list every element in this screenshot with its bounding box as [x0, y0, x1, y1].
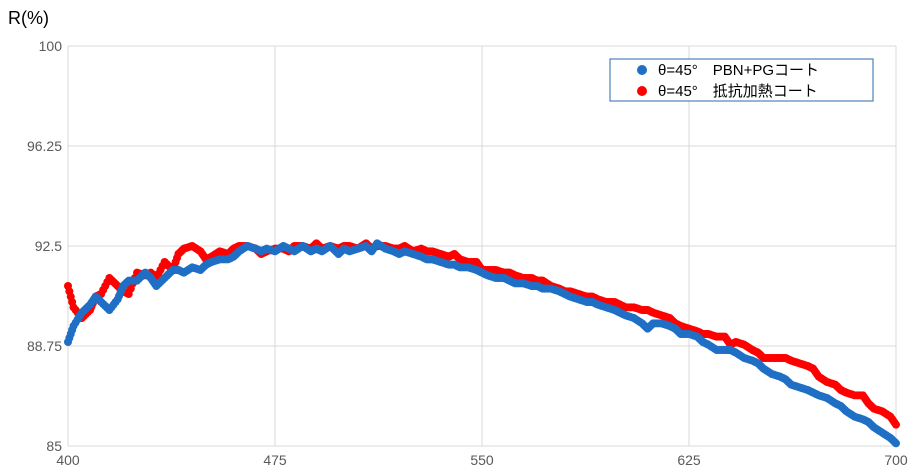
y-tick-label: 100 [39, 38, 63, 54]
y-axis-title: R(%) [8, 8, 49, 28]
y-tick-labels: 100 96.25 92.5 88.75 85 [27, 38, 62, 454]
y-tick-label: 96.25 [27, 138, 62, 154]
x-tick-label: 400 [56, 452, 80, 468]
legend-label-pbn-pg: θ=45° PBN+PGコート [658, 62, 819, 79]
data-point-pbn-pg [892, 439, 900, 448]
grid-lines [67, 45, 897, 447]
y-tick-label: 88.75 [27, 338, 62, 354]
legend-marker-pbn-pg [637, 65, 647, 75]
y-tick-label: 92.5 [35, 238, 62, 254]
legend-label-resistance-heating: θ=45° 抵抗加熱コート [658, 83, 818, 100]
legend: θ=45° PBN+PGコート θ=45° 抵抗加熱コート [609, 58, 874, 102]
x-tick-labels: 400 475 550 625 700 [56, 452, 908, 468]
legend-marker-resistance-heating [637, 86, 647, 96]
x-tick-label: 475 [263, 452, 287, 468]
series-pbn-pg [64, 239, 900, 448]
x-tick-label: 700 [884, 452, 908, 468]
legend-box [609, 58, 874, 102]
x-tick-label: 550 [470, 452, 494, 468]
y-tick-label: 85 [46, 438, 62, 454]
x-tick-label: 625 [677, 452, 701, 468]
data-point-resistance-heating [892, 420, 900, 429]
